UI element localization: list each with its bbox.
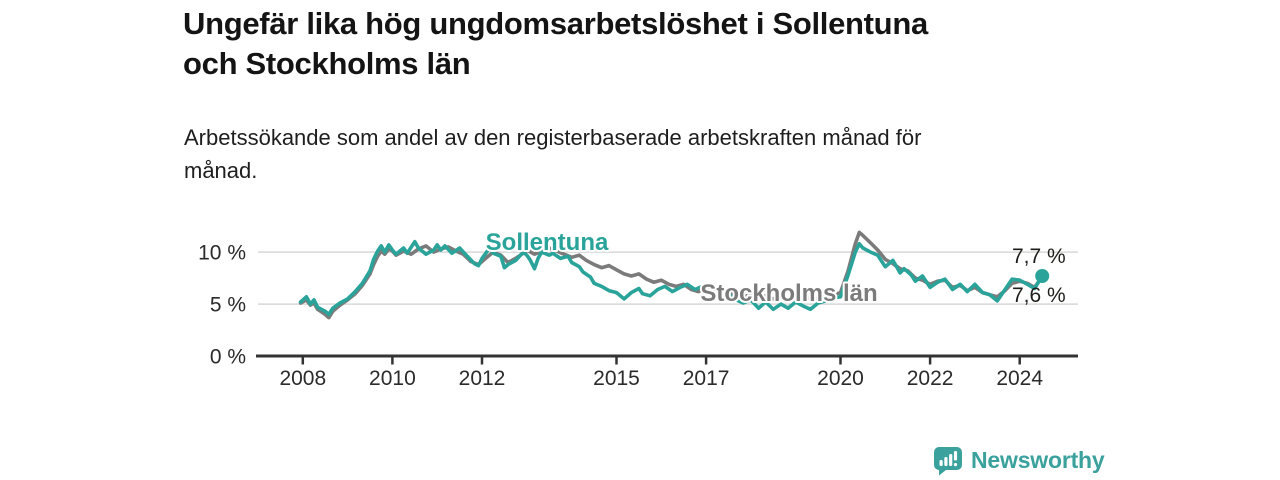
x-tick-label: 2008 (279, 367, 326, 390)
newsworthy-logo-text: Newsworthy (971, 447, 1105, 473)
chart-title: Ungefär lika hög ungdomsarbetslöshet i S… (183, 6, 928, 81)
x-tick-label: 2022 (907, 367, 954, 390)
end-value-label-sollentuna: 7,7 % (1012, 245, 1066, 268)
series-label-stockholms-l-n: Stockholms län (700, 280, 877, 307)
y-tick-label: 10 % (198, 242, 246, 265)
end-point-dot-sollentuna (1035, 269, 1050, 283)
y-tick-label: 5 % (210, 294, 246, 317)
x-tick-label: 2012 (459, 367, 506, 390)
x-tick-label: 2024 (996, 367, 1043, 390)
y-tick-label: 0 % (210, 346, 246, 369)
newsworthy-logo: Newsworthy (933, 445, 1105, 476)
series-line-sollentuna (298, 239, 1044, 317)
series-label-sollentuna: Sollentuna (486, 229, 609, 256)
x-tick-label: 2017 (683, 367, 730, 390)
x-tick-label: 2015 (593, 367, 640, 390)
chart-subtitle: Arbetssökande som andel av den registerb… (184, 125, 922, 183)
x-tick-label: 2020 (817, 367, 864, 390)
x-tick-label: 2010 (369, 367, 416, 390)
newsworthy-logo-icon (934, 447, 962, 476)
end-value-label-stockholms-l-n: 7,6 % (1012, 284, 1066, 307)
